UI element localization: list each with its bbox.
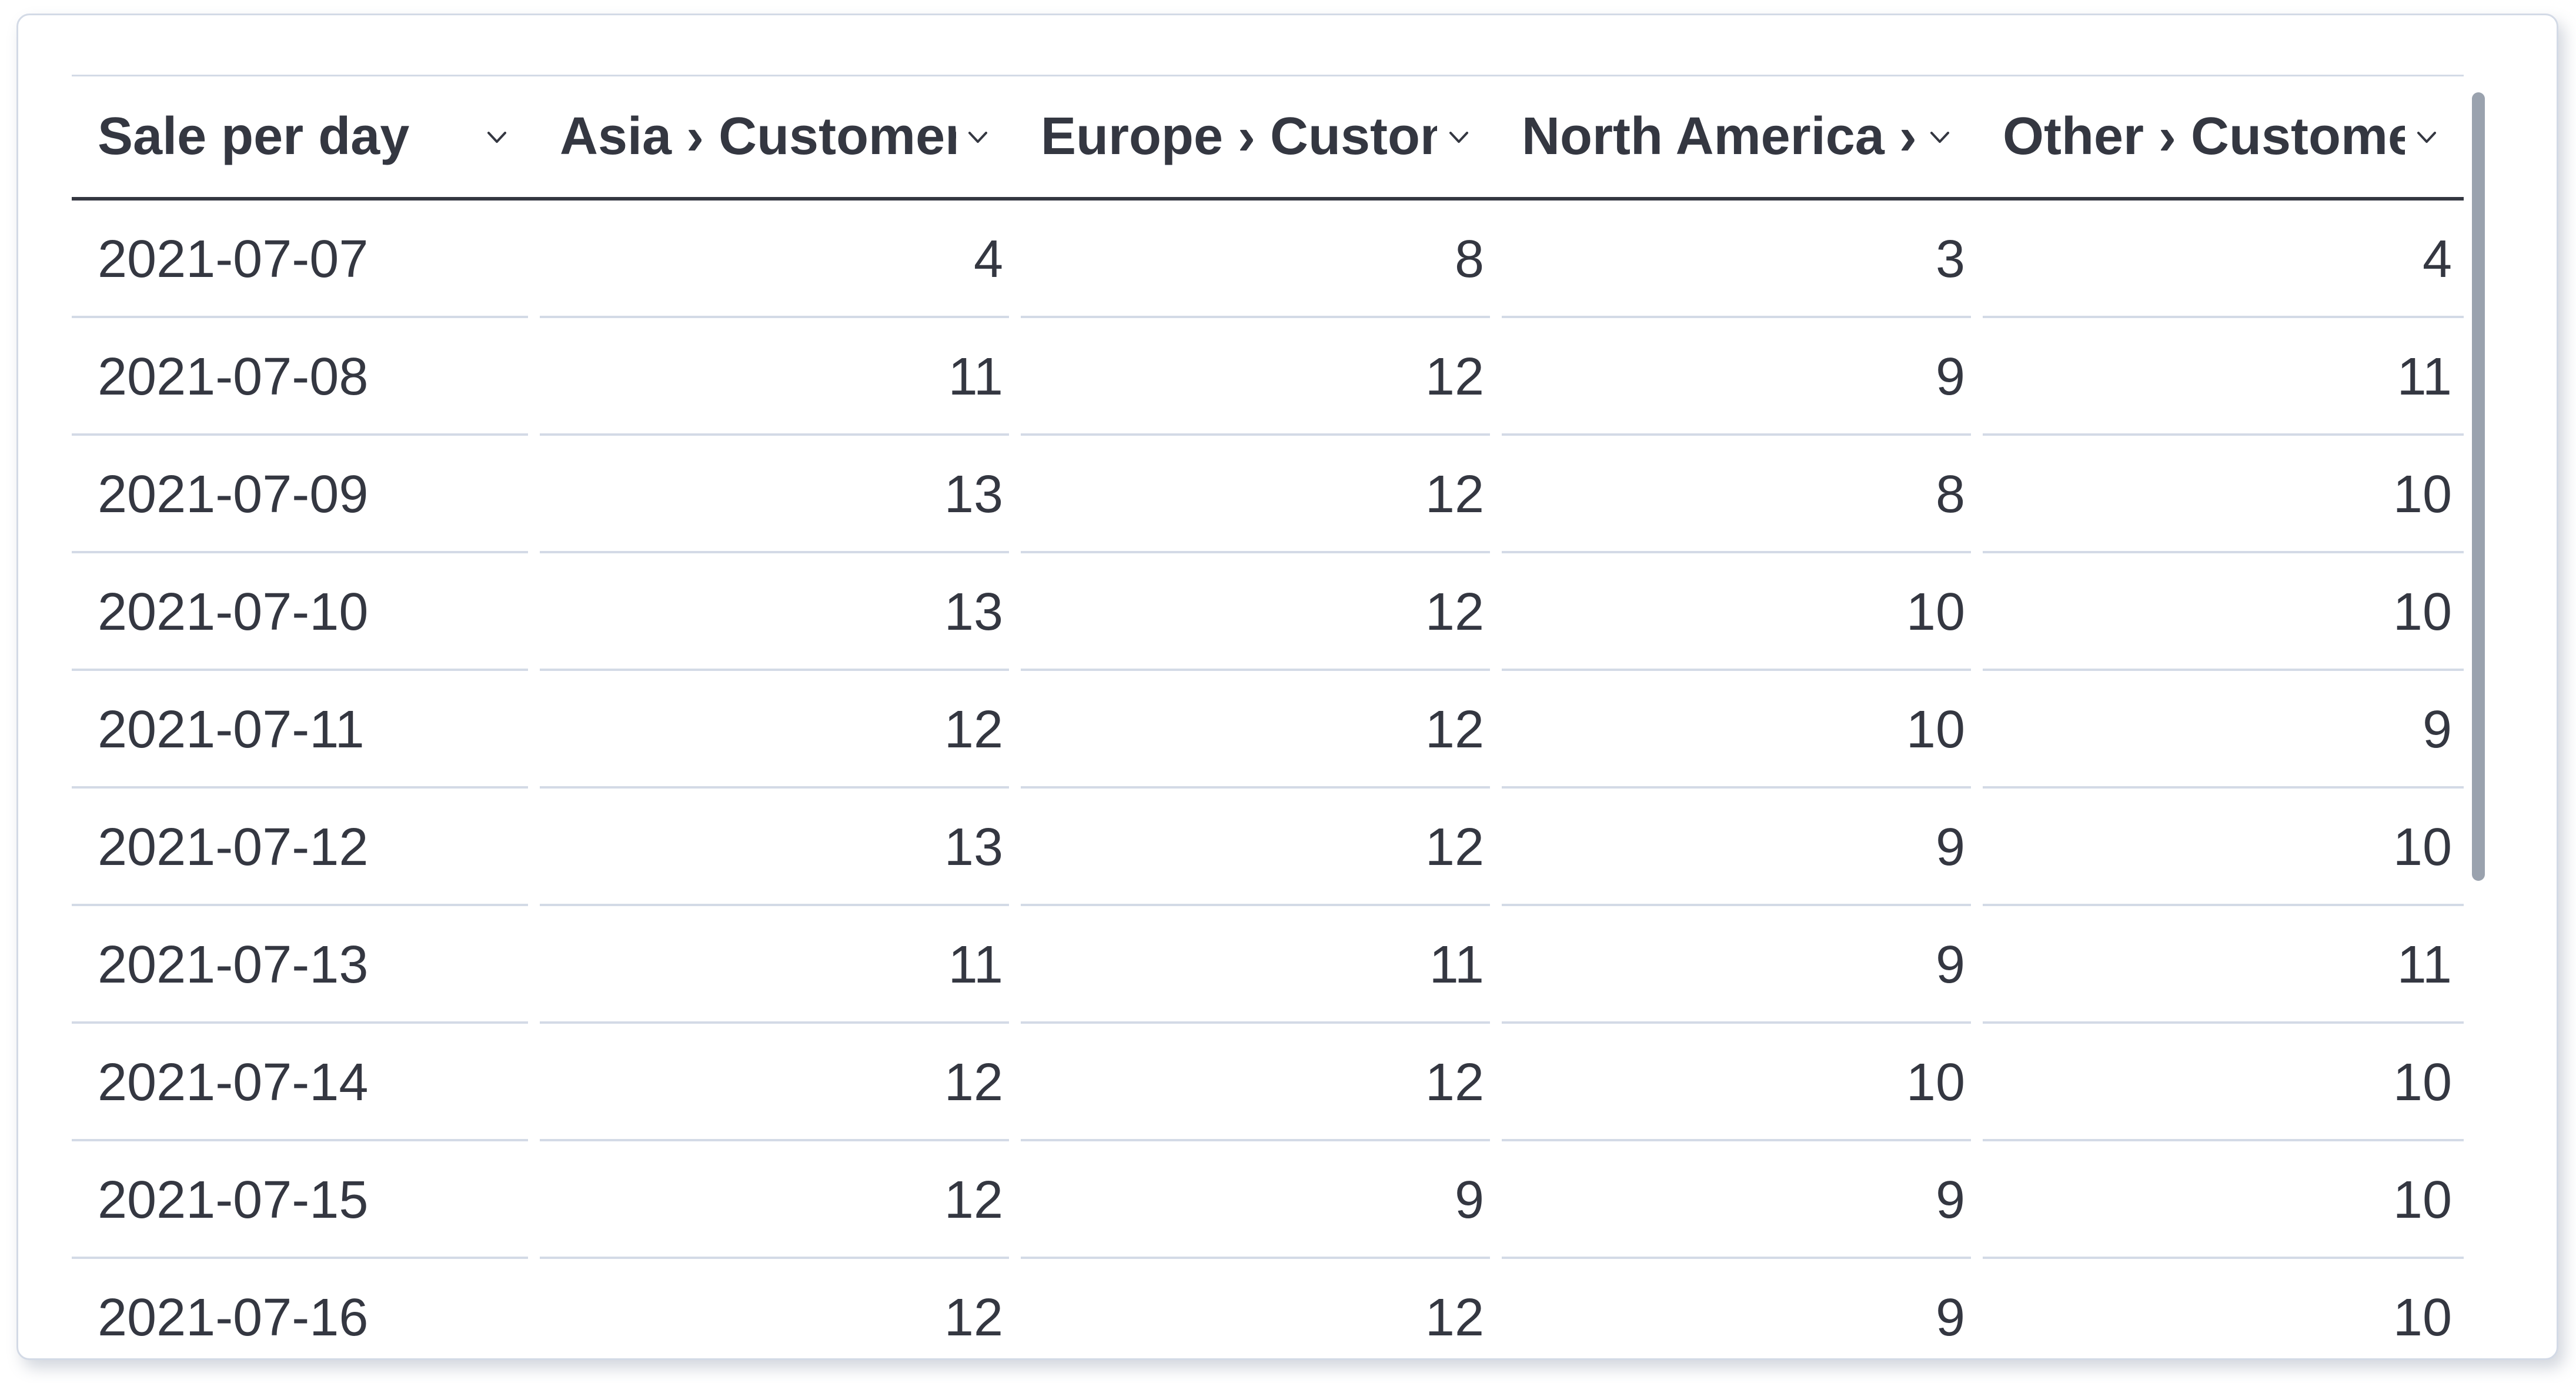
value-cell-asia-customers: 13 xyxy=(534,789,1015,906)
value-cell-other-customers: 10 xyxy=(1977,789,2464,906)
column-header-label: Other › Customers xyxy=(2003,107,2405,166)
value-cell-other-customers: 9 xyxy=(1977,671,2464,789)
value-cell-north-america-customers: 10 xyxy=(1496,1024,1977,1141)
column-header-europe-customers[interactable]: Europe › Customers xyxy=(1015,76,1496,197)
column-header-label: North America › Customers xyxy=(1522,107,1918,166)
value-cell-asia-customers: 13 xyxy=(534,553,1015,671)
table-row: 2021-07-15 12 9 9 10 xyxy=(72,1141,2464,1259)
date-cell: 2021-07-12 xyxy=(72,789,534,906)
value-cell-europe-customers: 12 xyxy=(1015,789,1496,906)
table-body: 2021-07-07 4 8 3 4 2021-07-08 11 12 9 11 2021-07-0… xyxy=(72,201,2464,1358)
value-cell-north-america-customers: 9 xyxy=(1496,789,1977,906)
value-cell-north-america-customers: 10 xyxy=(1496,553,1977,671)
value-cell-north-america-customers: 9 xyxy=(1496,1141,1977,1259)
chevron-down-icon xyxy=(968,131,987,143)
value-cell-asia-customers: 11 xyxy=(534,906,1015,1024)
column-header-sale-per-day[interactable]: Sale per day xyxy=(72,76,534,197)
chevron-down-icon xyxy=(1930,131,1949,143)
table-row: 2021-07-14 12 12 10 10 xyxy=(72,1024,2464,1141)
chevron-down-icon xyxy=(1449,131,1468,143)
column-header-label: Asia › Customers xyxy=(560,107,956,166)
date-cell: 2021-07-16 xyxy=(72,1259,534,1358)
date-cell: 2021-07-11 xyxy=(72,671,534,789)
column-header-label: Sale per day xyxy=(98,107,410,166)
value-cell-north-america-customers: 9 xyxy=(1496,318,1977,436)
value-cell-asia-customers: 12 xyxy=(534,1259,1015,1358)
table-row: 2021-07-10 13 12 10 10 xyxy=(72,553,2464,671)
column-header-asia-customers[interactable]: Asia › Customers xyxy=(534,76,1015,197)
value-cell-north-america-customers: 3 xyxy=(1496,201,1977,318)
value-cell-asia-customers: 4 xyxy=(534,201,1015,318)
value-cell-north-america-customers: 9 xyxy=(1496,906,1977,1024)
value-cell-asia-customers: 11 xyxy=(534,318,1015,436)
value-cell-europe-customers: 9 xyxy=(1015,1141,1496,1259)
value-cell-asia-customers: 12 xyxy=(534,1141,1015,1259)
value-cell-other-customers: 10 xyxy=(1977,1024,2464,1141)
date-cell: 2021-07-14 xyxy=(72,1024,534,1141)
table-row: 2021-07-11 12 12 10 9 xyxy=(72,671,2464,789)
table-row: 2021-07-13 11 11 9 11 xyxy=(72,906,2464,1024)
value-cell-europe-customers: 8 xyxy=(1015,201,1496,318)
value-cell-asia-customers: 12 xyxy=(534,671,1015,789)
value-cell-europe-customers: 12 xyxy=(1015,1024,1496,1141)
column-header-label: Europe › Customers xyxy=(1041,107,1437,166)
value-cell-asia-customers: 13 xyxy=(534,436,1015,553)
value-cell-other-customers: 10 xyxy=(1977,1259,2464,1358)
table-row: 2021-07-08 11 12 9 11 xyxy=(72,318,2464,436)
table-row: 2021-07-07 4 8 3 4 xyxy=(72,201,2464,318)
value-cell-europe-customers: 12 xyxy=(1015,436,1496,553)
table-row: 2021-07-09 13 12 8 10 xyxy=(72,436,2464,553)
table-header-row: Sale per day Asia › Customers Europe › Cus… xyxy=(72,76,2464,201)
table-row: 2021-07-12 13 12 9 10 xyxy=(72,789,2464,906)
table-row: 2021-07-16 12 12 9 10 xyxy=(72,1259,2464,1358)
date-cell: 2021-07-09 xyxy=(72,436,534,553)
value-cell-other-customers: 4 xyxy=(1977,201,2464,318)
date-cell: 2021-07-15 xyxy=(72,1141,534,1259)
datatable-card-inner: Sale per day Asia › Customers Europe › Cus… xyxy=(18,15,2557,1358)
value-cell-asia-customers: 12 xyxy=(534,1024,1015,1141)
value-cell-north-america-customers: 9 xyxy=(1496,1259,1977,1358)
column-header-north-america-customers[interactable]: North America › Customers xyxy=(1496,76,1977,197)
value-cell-europe-customers: 12 xyxy=(1015,553,1496,671)
value-cell-other-customers: 10 xyxy=(1977,436,2464,553)
vertical-scrollbar-thumb[interactable] xyxy=(2472,92,2485,881)
datatable-card: Sale per day Asia › Customers Europe › Cus… xyxy=(16,14,2558,1360)
value-cell-other-customers: 10 xyxy=(1977,1141,2464,1259)
chevron-down-icon xyxy=(2417,131,2436,143)
value-cell-other-customers: 10 xyxy=(1977,553,2464,671)
value-cell-other-customers: 11 xyxy=(1977,318,2464,436)
value-cell-europe-customers: 12 xyxy=(1015,1259,1496,1358)
value-cell-europe-customers: 11 xyxy=(1015,906,1496,1024)
value-cell-other-customers: 11 xyxy=(1977,906,2464,1024)
date-cell: 2021-07-10 xyxy=(72,553,534,671)
date-cell: 2021-07-08 xyxy=(72,318,534,436)
value-cell-europe-customers: 12 xyxy=(1015,671,1496,789)
value-cell-europe-customers: 12 xyxy=(1015,318,1496,436)
value-cell-north-america-customers: 8 xyxy=(1496,436,1977,553)
datatable: Sale per day Asia › Customers Europe › Cus… xyxy=(72,75,2464,1358)
column-header-other-customers[interactable]: Other › Customers xyxy=(1977,76,2464,197)
date-cell: 2021-07-07 xyxy=(72,201,534,318)
value-cell-north-america-customers: 10 xyxy=(1496,671,1977,789)
date-cell: 2021-07-13 xyxy=(72,906,534,1024)
chevron-down-icon xyxy=(487,131,506,143)
